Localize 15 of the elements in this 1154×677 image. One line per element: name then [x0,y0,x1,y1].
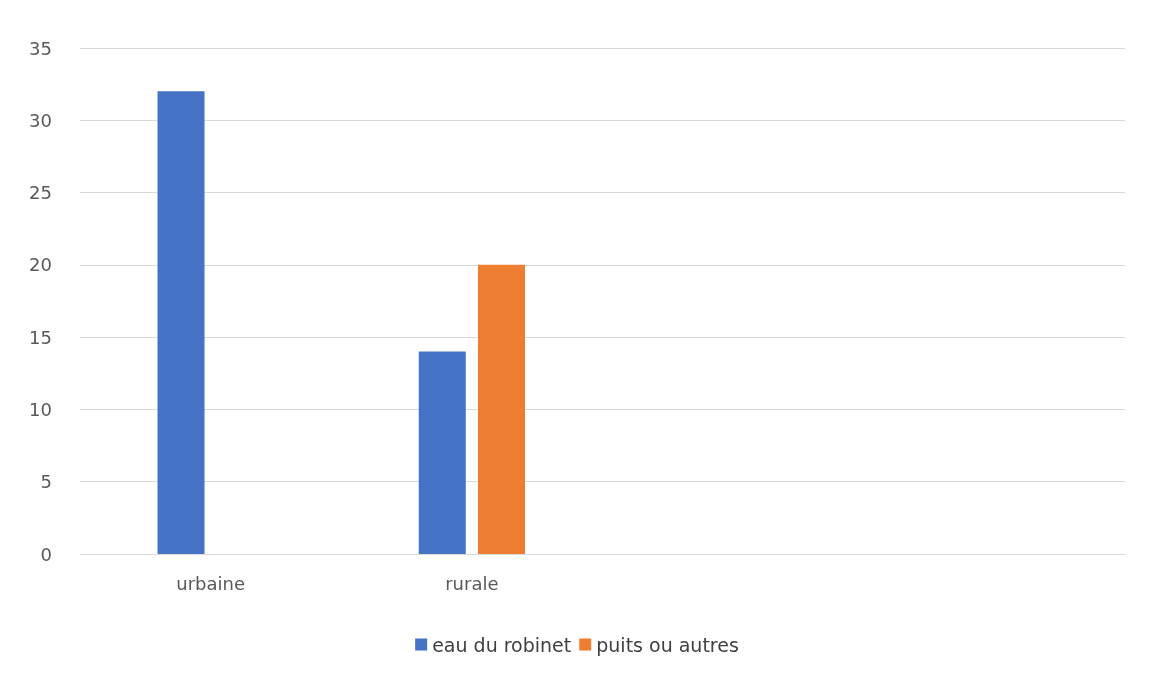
bar [418,351,466,554]
y-tick-label: 20 [29,254,52,276]
y-tick-label: 5 [40,471,52,493]
legend-label: puits ou autres [596,633,739,656]
bar [477,264,525,554]
bar [157,91,205,554]
legend-label: eau du robinet [432,633,572,656]
y-tick-label: 25 [29,182,52,204]
y-tick-label: 0 [40,543,52,565]
y-tick-label: 10 [29,398,52,420]
y-tick-label: 35 [29,37,52,59]
x-tick-label: urbaine [176,572,245,594]
x-tick-label: rurale [445,572,499,594]
y-tick-label: 30 [29,109,52,131]
y-tick-label: 15 [29,326,52,348]
